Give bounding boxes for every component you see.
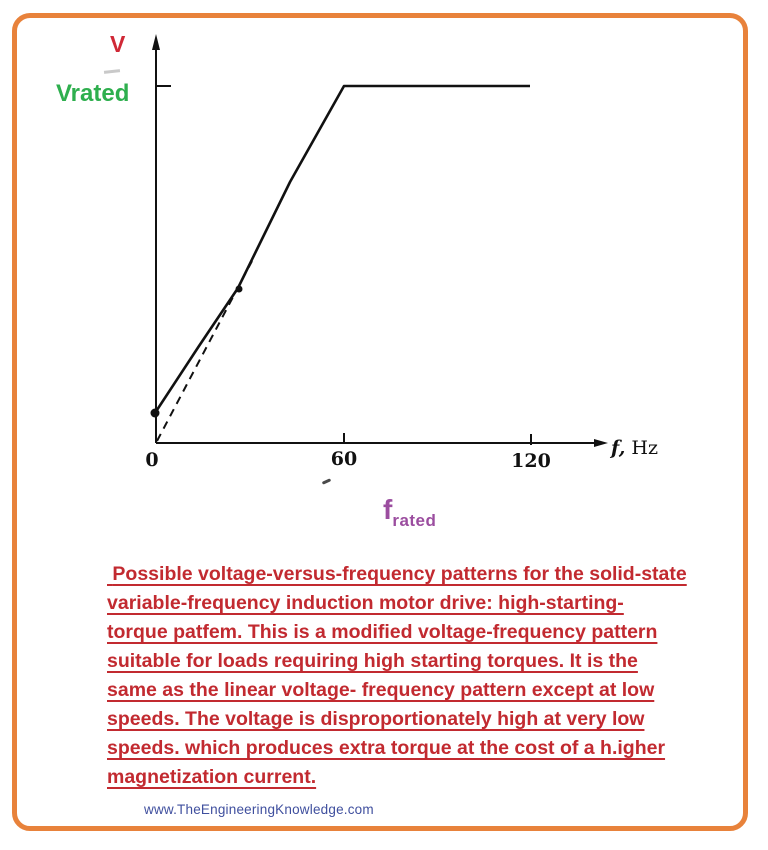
x-axis-arrow-icon — [594, 439, 608, 447]
vf-chart-plot — [150, 34, 608, 447]
figure-border — [12, 13, 748, 831]
x-axis-title-f: f, — [611, 437, 626, 459]
x-tick-label-60: 60 — [330, 448, 358, 470]
caption-line: same as the linear voltage- frequency pa… — [107, 679, 655, 701]
f-rated-label: frated — [383, 494, 436, 530]
f-rated-subscript: rated — [392, 511, 437, 530]
x-tick-label-0: 0 — [145, 449, 159, 471]
caption-line: torque patfem. This is a modified voltag… — [107, 621, 658, 643]
start-point-dot — [150, 408, 160, 418]
y-axis-title: V — [110, 31, 126, 57]
caption-line: suitable for loads requiring high starti… — [107, 650, 638, 672]
caption-line: variable-frequency induction motor drive… — [107, 592, 624, 614]
junction-point-dot — [235, 285, 243, 293]
website-link[interactable]: www.TheEngineeringKnowledge.com — [144, 802, 374, 817]
caption-line: speeds. which produces extra torque at t… — [107, 737, 666, 759]
x-axis-title-unit: Hz — [625, 437, 658, 459]
caption-line: magnetization current. — [107, 766, 317, 788]
caption: Possible voltage-versus-frequency patter… — [107, 560, 735, 792]
vrated-label: Vrated — [56, 80, 130, 107]
high-torque-pattern-line — [153, 84, 530, 414]
f-rated-symbol: f — [383, 494, 393, 525]
x-axis-title: f, Hz — [611, 437, 658, 459]
y-axis-arrow-icon — [152, 34, 160, 50]
caption-line: speeds. The voltage is disproportionatel… — [107, 708, 645, 730]
caption-line: Possible voltage-versus-frequency patter… — [107, 563, 687, 585]
x-tick-label-120: 120 — [511, 450, 551, 472]
